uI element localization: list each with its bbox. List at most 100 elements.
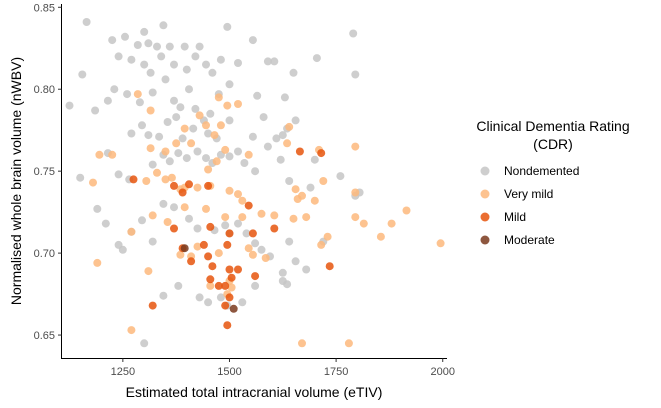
data-point-very-mild (289, 214, 298, 223)
data-point-mild (223, 240, 232, 249)
data-point-nondemented (259, 113, 268, 122)
data-point-nondemented (163, 118, 172, 126)
data-point-nondemented (223, 22, 232, 31)
data-point-mild (204, 252, 213, 261)
data-point-nondemented (91, 106, 100, 115)
data-point-nondemented (206, 109, 215, 118)
data-point-nondemented (291, 257, 300, 266)
data-point-mild (148, 301, 157, 310)
data-point-very-mild (144, 267, 153, 276)
data-point-nondemented (251, 167, 260, 176)
data-point-nondemented (251, 281, 260, 290)
data-point-nondemented (193, 224, 202, 233)
y-axis-title: Normalised whole brain volume (nWBV) (8, 57, 24, 305)
data-point-very-mild (172, 139, 181, 148)
data-point-nondemented (310, 155, 319, 164)
legend-key-very-mild (480, 189, 490, 199)
data-point-very-mild (221, 213, 230, 222)
legend-title-line-2: (CDR) (533, 136, 573, 152)
data-point-nondemented (283, 280, 292, 289)
data-point-very-mild (180, 124, 189, 133)
data-point-mild (223, 321, 232, 330)
data-point-very-mild (206, 281, 215, 290)
data-point-very-mild (323, 232, 332, 241)
data-point-mild (221, 301, 230, 310)
data-point-very-mild (161, 147, 170, 156)
data-point-nondemented (159, 291, 168, 300)
data-point-mild (129, 175, 138, 184)
data-point-very-mild (257, 209, 266, 218)
data-point-nondemented (221, 221, 230, 230)
data-point-nondemented (272, 134, 281, 143)
data-point-nondemented (234, 147, 242, 156)
data-point-very-mild (234, 190, 242, 199)
data-point-mild (178, 188, 187, 197)
data-point-nondemented (351, 70, 360, 79)
data-point-very-mild (127, 227, 136, 236)
data-point-nondemented (276, 155, 285, 164)
data-point-nondemented (165, 42, 174, 51)
x-tick-label: 2000 (430, 366, 454, 378)
x-tick-label: 1500 (217, 366, 241, 378)
data-point-nondemented (93, 204, 102, 213)
data-point-nondemented (114, 170, 123, 179)
data-point-very-mild (291, 185, 300, 194)
y-tick-label: 0.75 (34, 166, 55, 178)
data-point-very-mild (223, 101, 232, 110)
data-point-very-mild (387, 219, 396, 228)
data-point-nondemented (204, 298, 213, 307)
legend-key-nondemented (480, 166, 490, 176)
data-point-nondemented (240, 159, 249, 167)
data-point-nondemented (114, 52, 123, 61)
data-point-mild (170, 181, 178, 190)
data-point-very-mild (127, 326, 136, 335)
data-point-nondemented (225, 152, 234, 161)
data-point-nondemented (140, 339, 149, 348)
x-tick-label: 1750 (324, 366, 348, 378)
data-point-nondemented (278, 268, 287, 277)
data-point-nondemented (182, 154, 191, 163)
data-point-mild (227, 273, 236, 282)
data-point-moderate (180, 244, 189, 253)
data-point-very-mild (163, 218, 172, 226)
legend-label-moderate: Moderate (504, 233, 555, 247)
data-point-nondemented (174, 149, 183, 158)
data-point-nondemented (165, 157, 174, 166)
data-point-nondemented (76, 173, 85, 182)
data-point-very-mild (238, 196, 247, 205)
data-point-nondemented (234, 59, 242, 67)
legend-label-nondemented: Nondemented (504, 164, 579, 178)
data-point-nondemented (82, 18, 91, 26)
data-point-moderate (229, 304, 238, 313)
data-point-very-mild (95, 150, 104, 159)
data-point-very-mild (270, 211, 279, 220)
data-point-nondemented (280, 93, 289, 102)
data-point-nondemented (191, 104, 200, 113)
x-tick-label: 1250 (111, 366, 135, 378)
data-point-nondemented (242, 229, 251, 238)
data-point-mild (199, 240, 208, 249)
points-layer (65, 18, 445, 348)
data-point-nondemented (185, 85, 193, 94)
data-point-nondemented (191, 52, 200, 61)
data-point-nondemented (157, 52, 166, 61)
data-point-nondemented (159, 199, 168, 208)
data-point-mild (206, 222, 215, 231)
data-point-nondemented (263, 57, 272, 66)
x-axis-title: Estimated total intracranial volume (eTI… (126, 384, 383, 400)
data-point-nondemented (144, 131, 153, 140)
data-point-very-mild (227, 283, 236, 292)
data-point-very-mild (359, 219, 368, 228)
data-point-nondemented (285, 177, 294, 185)
data-point-very-mild (193, 242, 202, 251)
data-point-very-mild (244, 150, 253, 159)
data-point-nondemented (174, 281, 183, 290)
data-point-nondemented (195, 293, 204, 302)
data-point-nondemented (155, 132, 164, 141)
data-point-nondemented (251, 239, 260, 248)
data-point-nondemented (135, 98, 144, 107)
data-point-mild (325, 262, 334, 271)
data-point-very-mild (317, 240, 326, 249)
data-point-very-mild (153, 168, 161, 177)
data-point-mild (248, 229, 257, 238)
